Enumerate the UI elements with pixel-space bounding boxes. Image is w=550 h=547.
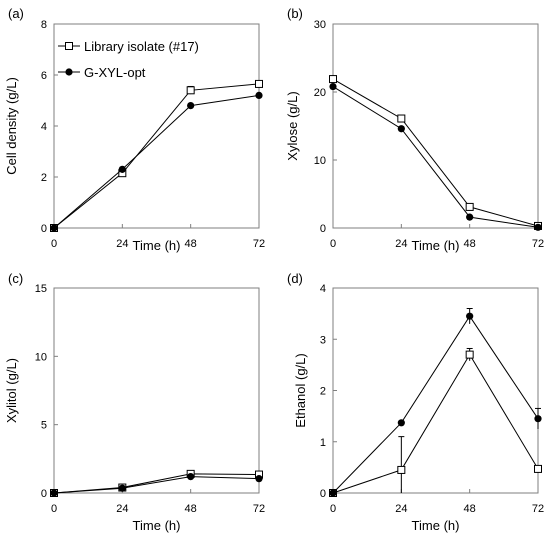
y-tick-label: 5 — [41, 420, 47, 432]
x-axis-title: Time (h) — [412, 238, 460, 253]
chart-panel-3: (c) 0 5 10 15 0 24 48 72 Time (h) Xylitol (g/L) — [4, 271, 265, 533]
series-line — [332, 315, 539, 494]
data-point-square — [465, 202, 474, 211]
x-tick-label: 48 — [185, 503, 197, 515]
series-1 — [329, 347, 542, 497]
x-tick-label: 0 — [51, 503, 57, 515]
x-axis-title: Time (h) — [133, 518, 181, 533]
x-tick-label: 0 — [330, 503, 336, 515]
data-point-circle — [534, 223, 542, 231]
series-line — [332, 353, 539, 494]
data-point-circle — [255, 475, 263, 483]
data-point-square — [255, 79, 263, 88]
x-tick-label: 24 — [395, 503, 407, 515]
y-axis-title: Xylitol (g/L) — [4, 358, 19, 423]
y-tick-label: 3 — [320, 334, 326, 346]
x-tick-label: 72 — [532, 503, 544, 515]
plot-frame — [332, 23, 539, 229]
panel-label: (a) — [8, 6, 24, 21]
plot-frame — [53, 23, 260, 229]
data-point-circle — [397, 125, 405, 133]
series-line — [53, 473, 260, 494]
data-point-square — [329, 75, 337, 84]
series-2 — [329, 308, 542, 497]
data-point-circle — [329, 489, 337, 497]
data-point-circle — [329, 82, 337, 91]
data-point-circle — [466, 213, 474, 221]
series-2 — [50, 473, 263, 497]
data-point-square — [397, 465, 406, 474]
y-tick-label: 15 — [35, 283, 47, 295]
legend-label: G-XYL-opt — [84, 65, 146, 80]
series-line — [332, 86, 539, 228]
y-tick-label: 2 — [320, 386, 326, 398]
y-tick-label: 1 — [320, 437, 326, 449]
y-axis-title: Xylose (g/L) — [285, 91, 300, 160]
data-point-circle — [397, 419, 405, 427]
x-tick-label: 24 — [395, 238, 407, 250]
panel-label: (d) — [287, 271, 303, 286]
data-point-circle — [118, 484, 126, 492]
legend-label: Library isolate (#17) — [84, 39, 199, 54]
x-tick-label: 0 — [330, 238, 336, 250]
data-point-circle — [187, 473, 195, 481]
y-tick-label: 0 — [41, 223, 47, 235]
series-line — [332, 78, 539, 227]
plot-frame — [53, 287, 260, 494]
data-point-circle — [534, 415, 542, 423]
x-axis-title: Time (h) — [133, 238, 181, 253]
plot-frame — [332, 287, 539, 494]
y-tick-label: 4 — [41, 121, 47, 133]
y-tick-label: 10 — [314, 155, 326, 167]
x-tick-label: 48 — [464, 238, 476, 250]
y-tick-label: 10 — [35, 351, 47, 363]
x-tick-label: 48 — [464, 503, 476, 515]
data-point-square — [186, 86, 195, 95]
series-line — [53, 83, 260, 229]
y-axis-title: Ethanol (g/L) — [293, 353, 308, 427]
y-tick-label: 0 — [320, 488, 326, 500]
data-point-circle — [50, 489, 58, 497]
legend-marker-circle — [65, 68, 73, 76]
data-point-square — [397, 114, 406, 123]
y-tick-label: 20 — [314, 87, 326, 99]
chart-panel-2: (b) 0 10 20 30 0 24 48 72 Time (h) Xylose (g/L) — [285, 6, 544, 253]
x-tick-label: 0 — [51, 238, 57, 250]
series-line — [53, 94, 260, 229]
legend-marker-square — [65, 42, 73, 50]
panel-label: (c) — [8, 271, 23, 286]
y-tick-label: 6 — [41, 70, 47, 82]
y-tick-label: 8 — [41, 19, 47, 31]
x-tick-label: 72 — [253, 238, 265, 250]
series-line — [53, 476, 260, 494]
data-point-circle — [50, 224, 58, 232]
x-tick-label: 24 — [116, 238, 128, 250]
legend: Library isolate (#17) G-XYL-opt — [58, 39, 199, 80]
y-axis-title: Cell density (g/L) — [4, 77, 19, 175]
series-2 — [50, 91, 263, 232]
data-point-circle — [466, 312, 474, 320]
chart-panel-4: (d) 0 1 2 3 4 0 24 48 72 Time (h) Ethanol (g/L) — [287, 271, 544, 533]
x-tick-label: 72 — [532, 238, 544, 250]
x-tick-label: 24 — [116, 503, 128, 515]
y-tick-label: 2 — [41, 172, 47, 184]
series-1 — [329, 75, 542, 230]
x-axis-title: Time (h) — [412, 518, 460, 533]
data-point-circle — [255, 91, 263, 99]
data-point-square — [534, 464, 542, 473]
x-tick-label: 48 — [185, 238, 197, 250]
y-tick-label: 4 — [320, 283, 326, 295]
data-point-circle — [118, 165, 126, 173]
data-point-circle — [187, 102, 195, 110]
y-tick-label: 0 — [320, 223, 326, 235]
panel-label: (b) — [287, 6, 303, 21]
y-tick-label: 0 — [41, 488, 47, 500]
series-1 — [50, 79, 263, 232]
series-2 — [329, 82, 542, 231]
y-tick-label: 30 — [314, 19, 326, 31]
data-point-square — [465, 350, 474, 359]
x-tick-label: 72 — [253, 503, 265, 515]
